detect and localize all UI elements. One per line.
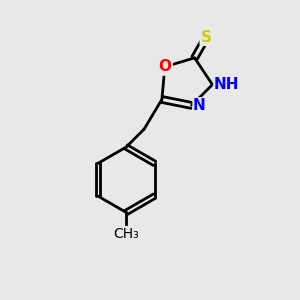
Text: N: N <box>193 98 206 113</box>
Text: O: O <box>158 59 171 74</box>
Text: CH₃: CH₃ <box>113 227 139 241</box>
Text: S: S <box>201 30 212 45</box>
Text: NH: NH <box>214 77 239 92</box>
